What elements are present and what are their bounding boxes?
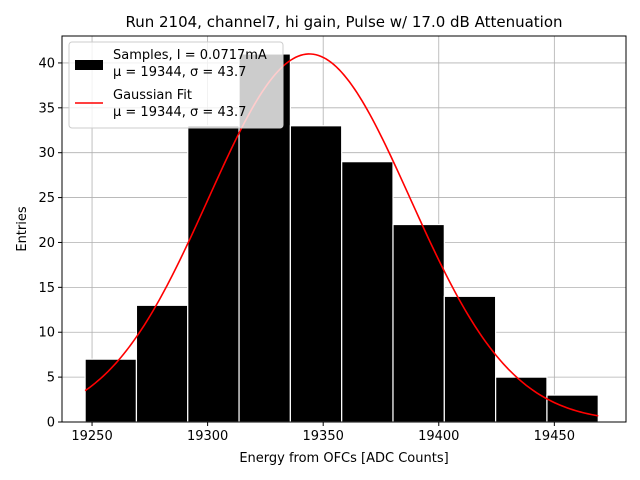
y-tick-label: 0	[47, 416, 55, 431]
y-axis-ticks: 0 5 10 15 20 25 30 35 40	[38, 56, 62, 431]
y-tick-label: 5	[47, 371, 55, 386]
gaussian-fit-curve	[84, 53, 599, 417]
histogram-bar	[495, 376, 548, 423]
legend-fit-stats: μ = 19344, σ = 43.7	[113, 105, 246, 120]
legend-samples-swatch	[75, 60, 103, 70]
plot-frame	[61, 35, 627, 423]
histogram-bar	[443, 295, 497, 423]
y-tick-label: 20	[38, 236, 55, 251]
histogram-bar	[392, 223, 445, 423]
y-tick-label: 35	[38, 101, 55, 116]
x-axis-ticks: 19250 19300 19350 19400 19450	[71, 422, 575, 444]
legend-fit-label: Gaussian Fit	[113, 88, 192, 103]
legend-samples-stats: μ = 19344, σ = 43.7	[113, 65, 246, 80]
histogram-bar	[289, 125, 343, 423]
histogram-bar	[187, 125, 240, 423]
x-tick-label: 19450	[534, 429, 575, 444]
y-tick-label: 25	[38, 191, 55, 206]
histogram-bar	[135, 304, 189, 423]
y-axis-label: Entries	[15, 206, 30, 252]
chart-title: Run 2104, channel7, hi gain, Pulse w/ 17…	[125, 13, 562, 31]
y-tick-label: 40	[38, 56, 55, 71]
fit-curve-layer	[84, 53, 599, 417]
y-tick-label: 10	[38, 326, 55, 341]
y-tick-label: 30	[38, 146, 55, 161]
legend: Samples, I = 0.0717mA μ = 19344, σ = 43.…	[68, 41, 284, 129]
y-tick-label: 15	[38, 281, 55, 296]
x-tick-label: 19400	[418, 429, 459, 444]
x-tick-label: 19350	[303, 429, 344, 444]
histogram-bar	[341, 161, 394, 423]
x-tick-label: 19250	[71, 429, 112, 444]
histogram-bar	[546, 394, 599, 423]
legend-box	[68, 41, 284, 129]
x-axis-label: Energy from OFCs [ADC Counts]	[239, 451, 448, 466]
legend-samples-label: Samples, I = 0.0717mA	[113, 48, 267, 63]
x-tick-label: 19300	[187, 429, 228, 444]
